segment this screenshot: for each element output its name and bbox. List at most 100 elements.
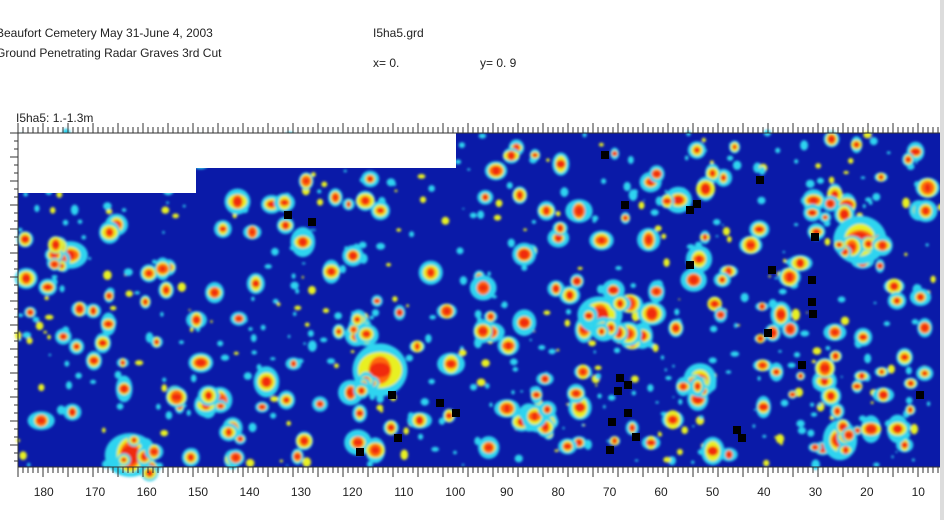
survey-marker	[808, 298, 816, 306]
radar-anomaly	[795, 371, 806, 381]
radar-speck	[279, 459, 284, 463]
radar-anomaly	[361, 170, 380, 188]
x-tick-label: 160	[137, 485, 157, 499]
radar-speck	[757, 376, 761, 381]
radar-speck	[794, 159, 799, 164]
map-plot-area[interactable]	[14, 128, 944, 482]
radar-anomaly	[833, 236, 845, 253]
radar-speck	[35, 321, 44, 331]
radar-speck	[815, 163, 822, 169]
radar-speck	[178, 340, 184, 345]
x-axis-labels: 180 170 160 150 140 130 120 110 100 90 80 70 60 50 40 3…	[34, 485, 926, 499]
radar-anomaly	[68, 338, 85, 355]
radar-speck	[661, 233, 667, 240]
radar-speck	[469, 212, 477, 219]
radar-speck	[243, 372, 252, 380]
survey-marker	[811, 233, 819, 241]
radar-speck	[650, 209, 659, 216]
radar-anomaly	[219, 423, 239, 442]
radar-speck	[22, 331, 32, 339]
radar-anomaly	[580, 305, 598, 326]
radar-speck	[487, 271, 491, 276]
radar-speck	[762, 434, 767, 438]
radar-anomaly	[558, 438, 577, 455]
window-border	[940, 0, 944, 520]
radar-speck	[162, 230, 165, 234]
radar-anomaly	[914, 199, 938, 223]
radar-speck	[555, 211, 561, 217]
radar-speck	[796, 419, 805, 428]
radar-anomaly	[512, 242, 537, 266]
radar-speck	[302, 262, 306, 265]
unsurveyed-area	[18, 133, 456, 193]
radar-speck	[862, 204, 866, 209]
survey-marker	[308, 218, 316, 226]
radar-anomaly	[154, 257, 171, 281]
radar-speck	[317, 189, 322, 194]
survey-marker	[756, 176, 764, 184]
radar-anomaly	[680, 268, 707, 292]
radar-speck	[657, 432, 663, 437]
radar-anomaly	[407, 411, 432, 429]
radar-speck	[392, 296, 398, 302]
radar-speck	[864, 353, 872, 364]
radar-anomaly	[781, 320, 799, 338]
radar-anomaly	[393, 304, 406, 321]
radar-anomaly	[473, 319, 493, 344]
radar-speck	[869, 137, 878, 146]
radar-anomaly	[285, 357, 302, 371]
radar-speck	[785, 261, 789, 264]
radar-speck	[663, 456, 672, 463]
radar-anomaly	[566, 383, 586, 403]
map-depth-label: I5ha5: 1.-1.3m	[16, 111, 94, 125]
radar-speck	[663, 258, 670, 267]
radar-speck	[109, 305, 117, 311]
radar-speck	[371, 309, 380, 317]
radar-speck	[376, 404, 384, 411]
radar-speck	[638, 201, 645, 210]
radar-anomaly	[887, 292, 907, 310]
radar-anomaly	[699, 230, 711, 245]
radar-anomaly	[860, 415, 882, 443]
radar-speck	[593, 350, 596, 354]
radar-speck	[116, 403, 124, 410]
radar-speck	[787, 362, 796, 368]
radar-anomaly	[637, 227, 661, 252]
x-tick-label: 30	[809, 485, 823, 499]
x-tick-label: 170	[85, 485, 105, 499]
radar-speck	[595, 384, 598, 387]
radar-anomaly	[819, 211, 832, 223]
radar-anomaly	[115, 375, 133, 403]
radar-speck	[210, 320, 213, 323]
radar-speck	[160, 311, 164, 317]
radar-anomaly	[770, 301, 792, 328]
radar-speck	[455, 159, 462, 165]
x-tick-label: 140	[239, 485, 259, 499]
radar-speck	[554, 449, 559, 452]
radar-speck	[811, 359, 816, 364]
radar-anomaly	[637, 301, 667, 326]
radar-speck	[732, 160, 742, 171]
radar-speck	[43, 330, 48, 334]
radar-speck	[470, 383, 478, 391]
radar-speck	[681, 426, 689, 435]
radar-anomaly	[529, 148, 541, 162]
x-tick-label: 90	[500, 485, 514, 499]
radar-anomaly	[609, 295, 631, 312]
radar-speck	[812, 347, 822, 355]
radar-speck	[715, 235, 719, 238]
survey-marker	[621, 201, 629, 209]
radar-speck	[308, 285, 316, 295]
radar-anomaly	[477, 436, 500, 459]
radar-anomaly	[834, 418, 852, 435]
radar-speck	[654, 225, 662, 232]
radar-anomaly	[729, 140, 741, 154]
radar-anomaly	[641, 435, 661, 450]
radar-speck	[598, 142, 604, 147]
x-tick-label: 50	[706, 485, 720, 499]
radar-anomaly	[436, 303, 457, 319]
radar-speck	[477, 210, 485, 219]
radar-anomaly	[512, 309, 537, 336]
radar-anomaly	[820, 385, 842, 407]
